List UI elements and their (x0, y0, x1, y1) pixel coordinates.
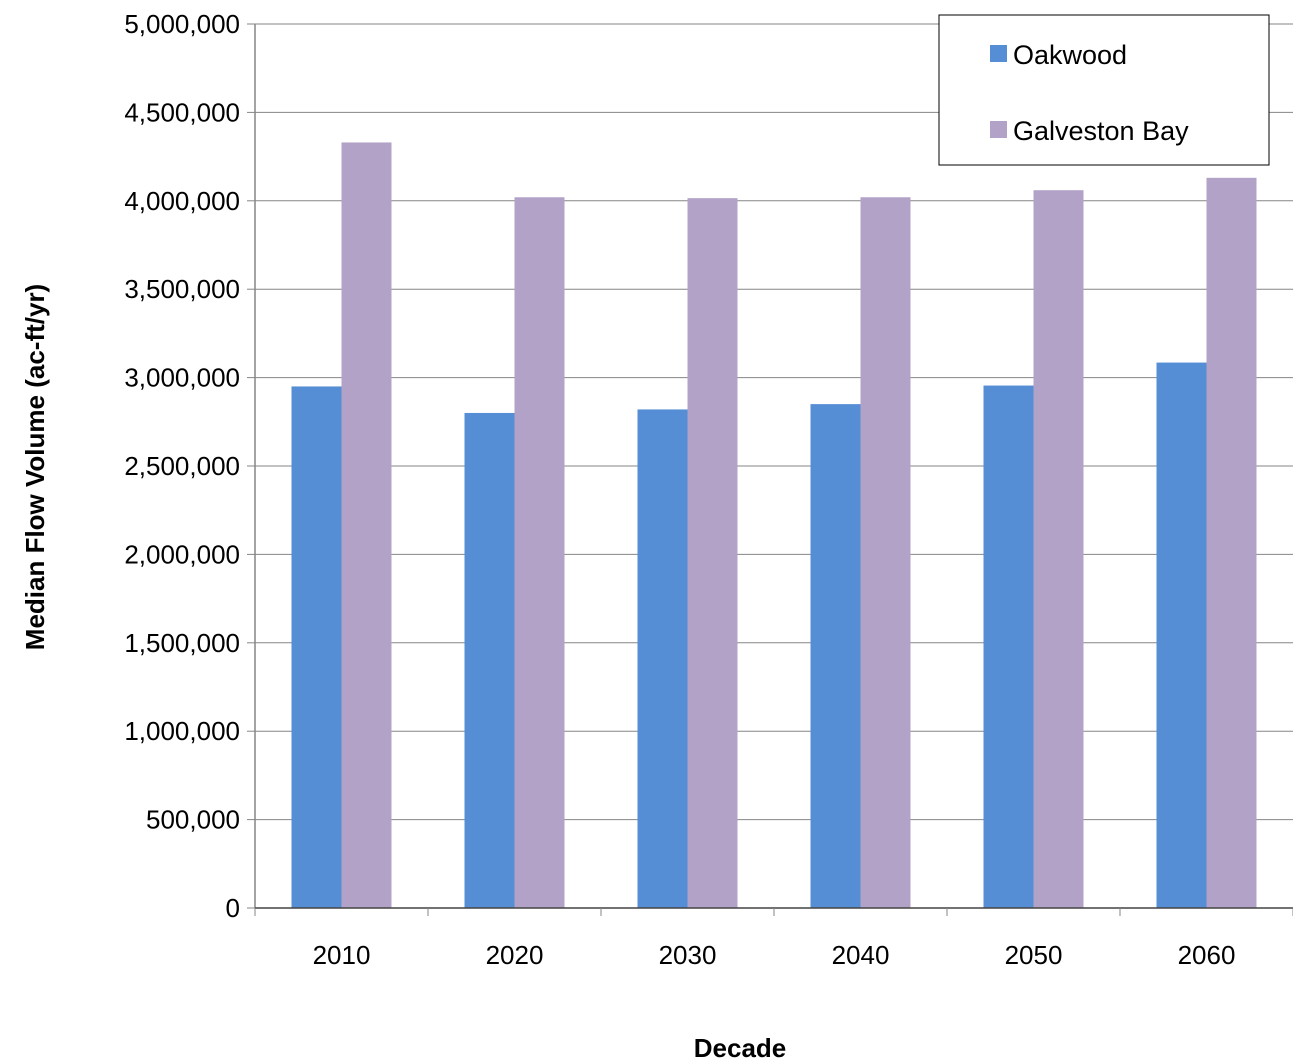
bar-galveston-bay-2050 (1033, 190, 1084, 908)
x-tick-label: 2010 (313, 940, 371, 970)
x-tick-label: 2020 (486, 940, 544, 970)
bar-oakwood-2050 (983, 385, 1034, 908)
bar-galveston-bay-2010 (341, 142, 392, 908)
legend-box (938, 14, 1270, 166)
x-tick-label: 2040 (832, 940, 890, 970)
bars (291, 142, 1257, 909)
y-tick-label: 0 (226, 893, 240, 923)
x-axis-title: Decade (694, 1033, 787, 1059)
bar-galveston-bay-2040 (860, 197, 911, 908)
bar-galveston-bay-2030 (687, 198, 738, 908)
legend-label-galveston-bay: Galveston Bay (1013, 116, 1189, 146)
y-tick-label: 3,500,000 (124, 274, 240, 304)
y-tick-label: 3,000,000 (124, 363, 240, 393)
y-tick-label: 500,000 (146, 805, 240, 835)
bar-oakwood-2040 (810, 404, 861, 908)
y-tick-label: 5,000,000 (124, 9, 240, 39)
legend: Oakwood Galveston Bay (938, 14, 1270, 166)
y-tick-label: 4,500,000 (124, 97, 240, 127)
bar-oakwood-2020 (464, 412, 515, 908)
bar-oakwood-2060 (1156, 362, 1207, 908)
x-tick-label: 2050 (1005, 940, 1063, 970)
axes (247, 23, 1293, 916)
y-tick-label: 1,000,000 (124, 716, 240, 746)
y-tick-label: 1,500,000 (124, 628, 240, 658)
y-tick-label: 2,000,000 (124, 539, 240, 569)
legend-label-oakwood: Oakwood (1013, 40, 1127, 70)
x-tick-label: 2030 (659, 940, 717, 970)
y-axis-title: Median Flow Volume (ac-ft/yr) (20, 284, 50, 650)
tick-labels: 0 500,000 1,000,000 1,500,000 2,000,000 2,500… (124, 9, 1235, 970)
y-tick-label: 4,000,000 (124, 186, 240, 216)
legend-swatch-galveston-bay (990, 121, 1007, 138)
bar-oakwood-2010 (291, 386, 342, 908)
x-tick-label: 2060 (1178, 940, 1236, 970)
legend-swatch-oakwood (990, 45, 1007, 62)
y-tick-label: 2,500,000 (124, 451, 240, 481)
bar-galveston-bay-2060 (1206, 177, 1257, 909)
bar-galveston-bay-2020 (514, 197, 565, 908)
bar-oakwood-2030 (637, 409, 688, 908)
